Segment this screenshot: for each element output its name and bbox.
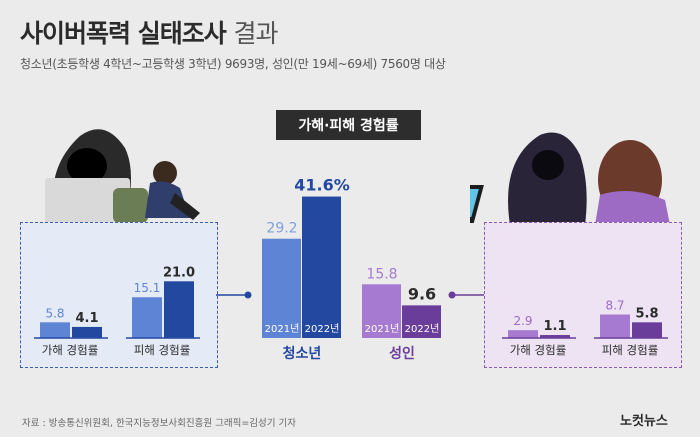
hooded-adult-icon	[508, 132, 587, 225]
sad-woman-icon	[595, 140, 670, 225]
page-title: 사이버폭력 실태조사 결과	[20, 14, 278, 50]
laptop-icon	[470, 185, 484, 223]
sub-value-label: 21.0	[163, 265, 195, 280]
brand-logo: 노컷뉴스	[620, 414, 668, 429]
series-year-label: 2022년	[305, 323, 340, 335]
value-label: 41.6%	[294, 176, 350, 195]
series-year-label: 2022년	[405, 323, 440, 335]
adult-detail-panel	[484, 222, 682, 368]
sub-bar-가해 경험률-2022년	[540, 335, 570, 338]
bar-청소년-2021년	[262, 238, 301, 338]
subtitle: 청소년(초등학생 4학년~고등학생 3학년) 9693명, 성인(만 19세~6…	[20, 57, 446, 71]
sub-category-label: 피해 경험률	[134, 343, 191, 357]
title-bold: 사이버폭력 실태조사	[20, 19, 227, 48]
sub-bar-피해 경험률-2021년	[600, 314, 630, 338]
crying-student-icon	[113, 161, 200, 223]
value-label: 9.6	[408, 284, 436, 303]
illustration-adult	[470, 132, 670, 225]
sub-bar-피해 경험률-2021년	[132, 297, 162, 338]
category-label: 성인	[389, 345, 415, 362]
illustration-teen	[45, 129, 200, 228]
bar-성인-2021년	[362, 284, 401, 338]
sub-category-label: 가해 경험률	[42, 343, 99, 357]
sub-bar-피해 경험률-2022년	[632, 322, 662, 338]
sub-bar-가해 경험률-2021년	[40, 322, 70, 338]
connector-dot-adult	[448, 291, 456, 299]
series-year-label: 2021년	[365, 323, 400, 335]
sub-bar-가해 경험률-2022년	[72, 326, 102, 338]
connector-dot-teen	[244, 291, 252, 299]
sub-value-label: 1.1	[543, 319, 566, 334]
source-note: 자료 : 방송통신위원회, 한국지능정보사회진흥원 그래픽=김성기 기자	[22, 418, 296, 429]
sub-value-label: 8.7	[605, 299, 624, 313]
sub-value-label: 2.9	[513, 314, 532, 328]
chart-title-badge: 가해·피해 경험률	[276, 110, 421, 140]
title-light: 결과	[233, 19, 278, 48]
sub-category-label: 가해 경험률	[510, 343, 567, 357]
sub-value-label: 4.1	[75, 311, 98, 326]
sub-value-label: 15.1	[134, 281, 161, 295]
sub-category-label: 피해 경험률	[602, 343, 659, 357]
bar-성인-2022년	[402, 305, 441, 338]
category-label: 청소년	[283, 346, 322, 362]
hooded-figure-icon	[45, 129, 131, 228]
value-label: 15.8	[366, 266, 397, 282]
value-label: 29.2	[266, 221, 297, 237]
sub-bar-피해 경험률-2022년	[164, 281, 194, 338]
series-year-label: 2021년	[265, 323, 300, 335]
bar-청소년-2022년	[302, 196, 341, 338]
sub-value-label: 5.8	[45, 306, 64, 320]
sub-value-label: 5.8	[635, 306, 658, 321]
sub-bar-가해 경험률-2021년	[508, 330, 538, 338]
